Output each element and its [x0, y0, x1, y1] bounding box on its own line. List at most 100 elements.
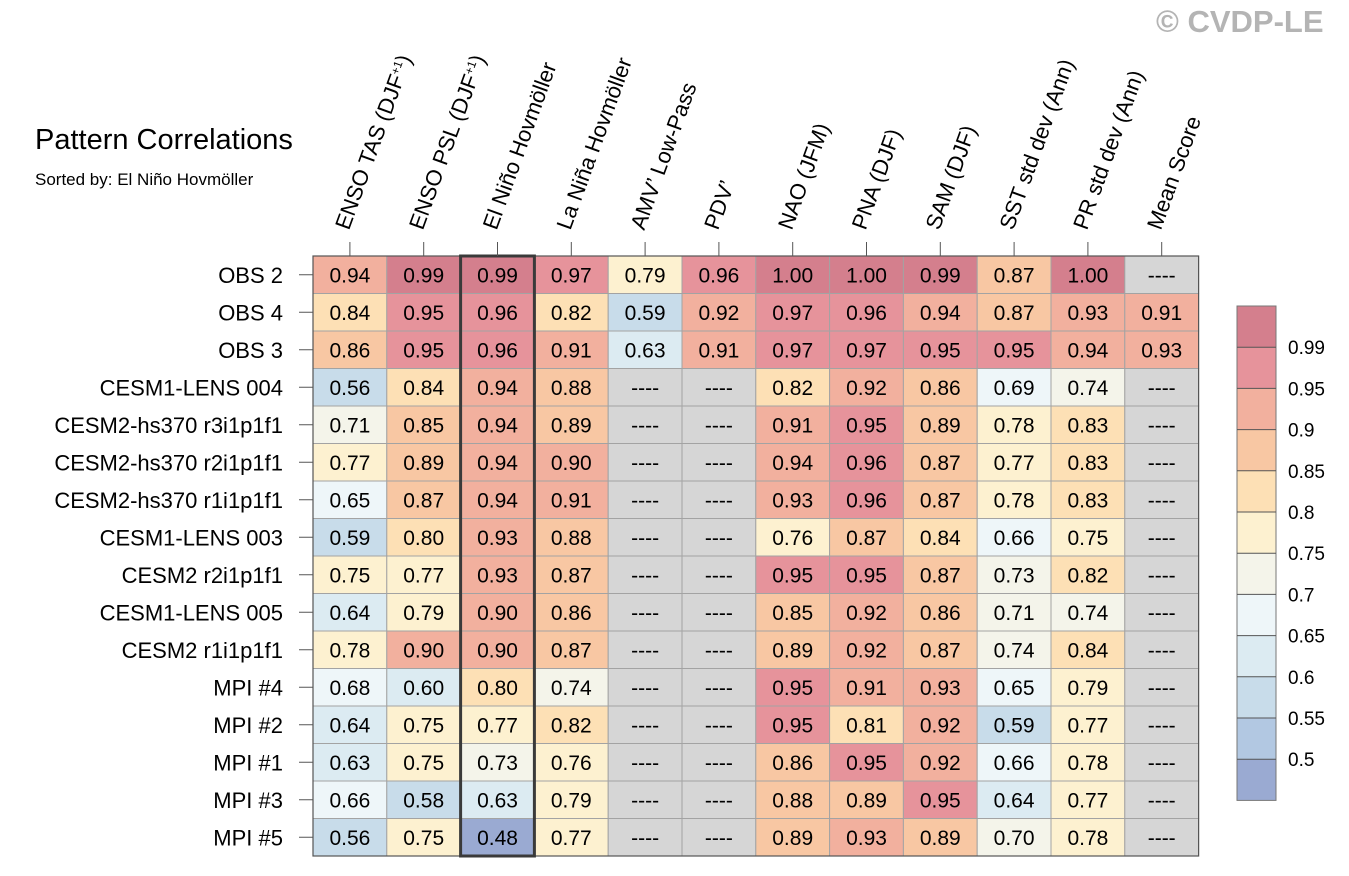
chart-subtitle: Sorted by: El Niño Hovmöller: [35, 170, 254, 189]
cell-value: ----: [1148, 414, 1176, 437]
heatmap-cell: [755, 743, 831, 782]
heatmap-cell: [681, 480, 757, 519]
cell-value: ----: [705, 714, 733, 737]
cell-value: 0.95: [920, 789, 961, 812]
cell-value: 0.75: [403, 714, 444, 737]
cell-value: ----: [705, 789, 733, 812]
heatmap-cell: [681, 668, 757, 707]
cell-value: ----: [631, 714, 659, 737]
heatmap-cell: [829, 443, 904, 482]
heatmap-cell: [533, 330, 609, 369]
colorbar-segment: [1237, 718, 1276, 760]
heatmap-cell: [976, 630, 1052, 669]
heatmap-cell: [460, 743, 535, 782]
cell-value: ----: [631, 452, 659, 475]
cell-value: 0.94: [920, 302, 961, 325]
heatmap-cell: [312, 818, 388, 857]
heatmap-cell: [829, 780, 904, 819]
heatmap-cell: [976, 330, 1052, 369]
heatmap-cell: [755, 705, 831, 744]
cell-value: 0.95: [403, 339, 444, 362]
cell-value: 0.68: [329, 677, 370, 700]
cell-value: 0.84: [920, 527, 961, 550]
heatmap-cell: [312, 330, 388, 369]
cell-value: 0.58: [403, 789, 444, 812]
heatmap-cell: [607, 555, 683, 594]
cell-value: ----: [631, 827, 659, 850]
cell-value: 0.78: [994, 489, 1035, 512]
row-label: MPI #4: [213, 675, 283, 700]
cell-value: ----: [705, 677, 733, 700]
cell-value: ----: [1148, 602, 1176, 625]
cell-value: 0.71: [329, 414, 370, 437]
colorbar-segment: [1237, 635, 1276, 677]
heatmap-cell: [1050, 743, 1126, 782]
heatmap-cell: [533, 518, 609, 557]
heatmap-cell: [681, 818, 757, 857]
cell-value: ----: [631, 527, 659, 550]
cell-value: ----: [705, 752, 733, 775]
heatmap-cell: [312, 443, 388, 482]
heatmap-cell: [1050, 818, 1126, 857]
heatmap-cell: [755, 630, 831, 669]
cell-value: ----: [1148, 639, 1176, 662]
cell-value: ----: [705, 527, 733, 550]
heatmap-cell: [829, 405, 904, 444]
heatmap-cell: [1050, 443, 1126, 482]
cell-value: 0.73: [994, 564, 1035, 587]
cell-value: 1.00: [1067, 264, 1108, 287]
heatmap-cell: [1050, 405, 1126, 444]
column-label: La Niña Hovmöller: [552, 54, 637, 233]
cell-value: 0.95: [403, 302, 444, 325]
row-label: OBS 3: [218, 338, 283, 363]
cell-value: ----: [1148, 827, 1176, 850]
cell-value: 0.95: [846, 564, 887, 587]
heatmap-cell: [902, 705, 978, 744]
cell-value: 0.63: [477, 789, 518, 812]
cell-value: 0.66: [994, 527, 1035, 550]
cell-value: 0.94: [1067, 339, 1108, 362]
cell-value: 0.90: [403, 639, 444, 662]
cell-value: 0.91: [551, 489, 592, 512]
row-label: MPI #1: [213, 750, 283, 775]
cell-value: ----: [705, 564, 733, 587]
colorbar-tick-label: 0.9: [1288, 421, 1314, 442]
colorbar-tick-label: 0.55: [1288, 709, 1325, 730]
cell-value: 0.63: [625, 339, 666, 362]
heatmap-cell: [1050, 668, 1126, 707]
cell-value: 0.87: [403, 489, 444, 512]
cell-value: 0.95: [846, 752, 887, 775]
cell-value: 0.87: [551, 564, 592, 587]
cell-value: 0.75: [329, 564, 370, 587]
heatmap-cell: [312, 743, 388, 782]
heatmap-cell: [386, 593, 462, 632]
cell-value: 0.77: [551, 827, 592, 850]
cell-value: 0.86: [920, 377, 961, 400]
heatmap-cell: [386, 705, 462, 744]
cell-value: 0.95: [994, 339, 1035, 362]
row-label: OBS 2: [218, 263, 283, 288]
heatmap-cell: [1050, 368, 1126, 407]
cell-value: ----: [1148, 264, 1176, 287]
column-label: SAM (DJF): [921, 122, 982, 233]
cell-value: 0.99: [920, 264, 961, 287]
cell-value: 0.77: [403, 564, 444, 587]
cell-value: 0.75: [403, 827, 444, 850]
cell-value: 0.92: [846, 602, 887, 625]
cell-value: 0.64: [329, 714, 370, 737]
cell-value: 0.96: [477, 339, 518, 362]
heatmap-cell: [902, 518, 978, 557]
cell-value: 0.79: [1067, 677, 1108, 700]
heatmap-cell: [681, 368, 757, 407]
cell-value: 0.79: [625, 264, 666, 287]
cell-value: ----: [631, 602, 659, 625]
heatmap-cell: [681, 293, 757, 332]
heatmap-cell: [681, 593, 757, 632]
heatmap-cell: [1124, 330, 1200, 369]
heatmap-cell: [681, 443, 757, 482]
cell-value: ----: [705, 489, 733, 512]
heatmap-cell: [1050, 593, 1126, 632]
row-label: CESM2 r1i1p1f1: [122, 638, 283, 663]
cell-value: 0.66: [329, 789, 370, 812]
